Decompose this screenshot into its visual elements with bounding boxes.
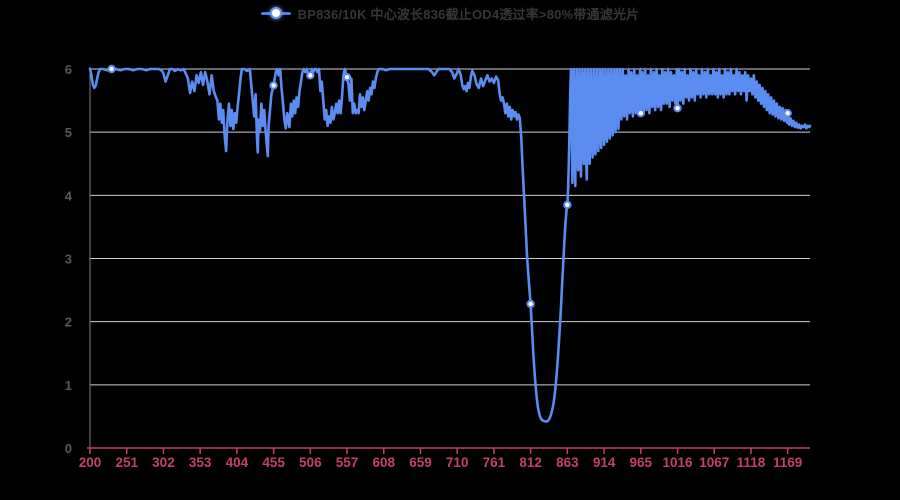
x-axis-label: 1067 [699, 455, 729, 470]
y-axis-label: 5 [65, 125, 72, 140]
x-axis-label: 506 [299, 455, 322, 470]
x-axis-label: 710 [446, 455, 469, 470]
x-axis-label: 200 [79, 455, 102, 470]
x-axis-label: 608 [372, 455, 395, 470]
data-point-marker[interactable] [673, 103, 682, 113]
legend-item[interactable]: BP836/10K 中心波长836截止OD4透过率>80%带通滤光片 [0, 4, 900, 22]
x-axis-label: 1016 [662, 455, 693, 470]
x-axis-label: 1118 [737, 455, 766, 470]
data-point-marker[interactable] [342, 73, 352, 82]
y-axis-label: 2 [65, 315, 72, 330]
data-point-marker[interactable] [269, 81, 278, 90]
legend-circle-icon [269, 7, 282, 19]
x-axis-label: 659 [409, 455, 432, 470]
x-axis-label: 965 [630, 455, 653, 470]
x-axis-label: 812 [519, 455, 542, 470]
x-axis-label: 863 [556, 455, 579, 470]
y-axis-label: 6 [65, 62, 72, 77]
data-point-marker[interactable] [107, 64, 116, 74]
x-axis-label: 251 [115, 455, 138, 470]
data-point-marker[interactable] [306, 71, 315, 80]
x-axis-label: 404 [226, 455, 249, 470]
y-axis-label: 1 [65, 378, 72, 393]
data-point-marker[interactable] [636, 109, 645, 118]
x-axis-label: 914 [593, 455, 616, 470]
data-point-marker[interactable] [526, 299, 535, 309]
y-axis-label: 3 [65, 252, 72, 267]
legend-label: BP836/10K 中心波长836截止OD4透过率>80%带通滤光片 [297, 6, 640, 22]
y-axis-label: 0 [65, 441, 72, 456]
x-axis-label: 1169 [773, 455, 802, 470]
legend-line-marker-icon [260, 6, 291, 20]
x-axis-label: 455 [262, 455, 285, 470]
x-axis-label: 353 [189, 455, 212, 470]
series-line[interactable] [88, 67, 812, 423]
x-axis-label: 761 [483, 455, 506, 470]
y-axis-label: 4 [65, 188, 73, 203]
x-axis-label: 302 [152, 455, 175, 470]
x-axis-label: 557 [336, 455, 359, 470]
data-point-marker[interactable] [563, 200, 572, 210]
data-point-marker[interactable] [783, 109, 792, 118]
